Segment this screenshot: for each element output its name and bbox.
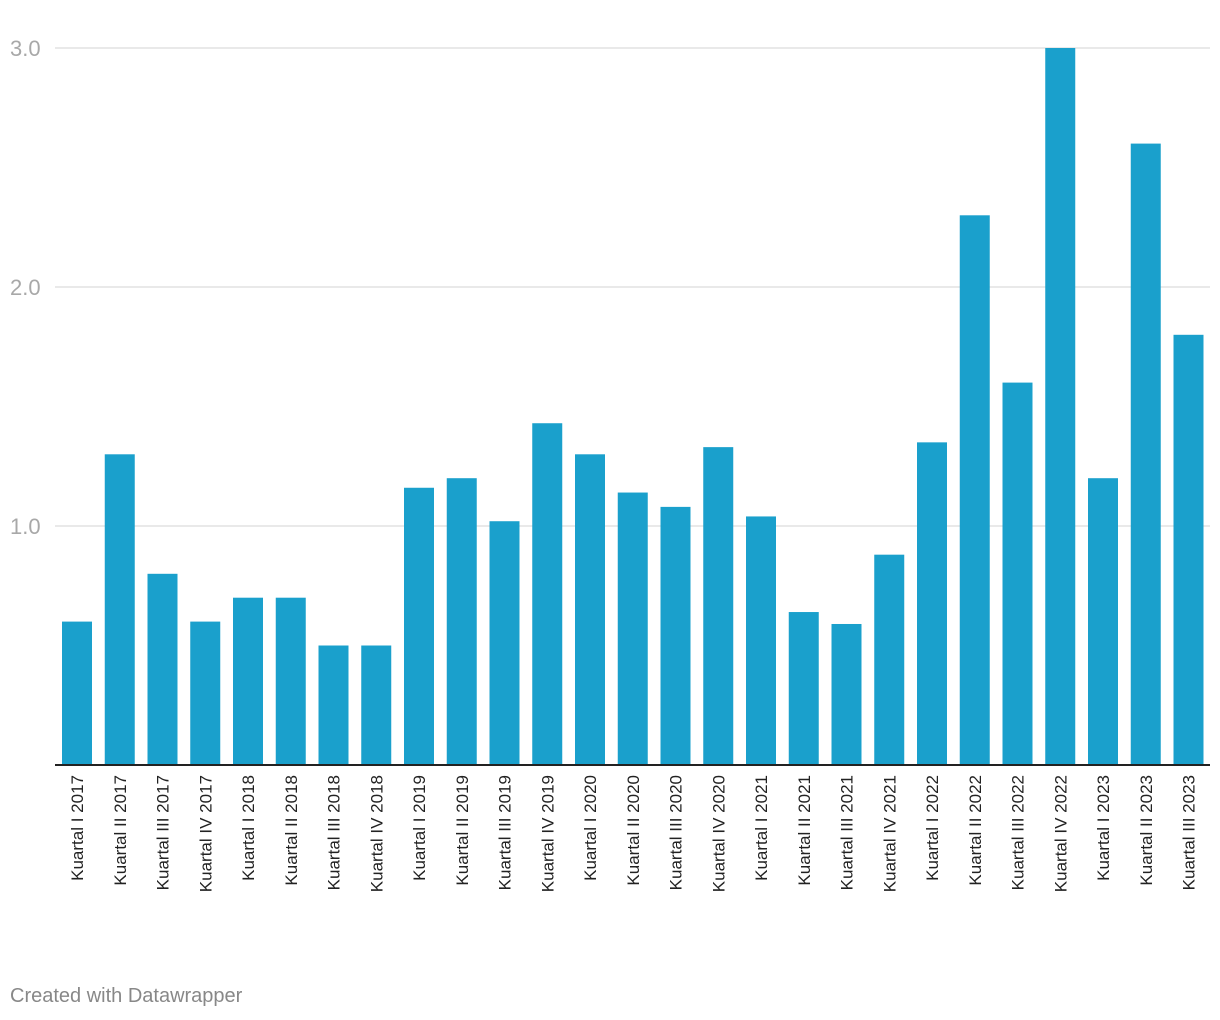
y-tick-label: 2.0 [10, 275, 41, 300]
y-axis-ticks: 1.0 2.0 3.0 [10, 36, 41, 539]
y-tick-label: 3.0 [10, 36, 41, 61]
bar [104, 454, 135, 765]
bar [446, 478, 477, 765]
x-tick-label: Kuartal III 2022 [1009, 775, 1028, 890]
x-tick-label: Kuartal I 2022 [923, 775, 942, 881]
y-tick-label: 1.0 [10, 514, 41, 539]
bar-chart: 1.02.03.0 Kuartal I 2017 Kuartal II 2017 K… [10, 36, 1210, 892]
footer-credit: Created with Datawrapper [10, 985, 243, 1007]
x-tick-label: Kuartal III 2020 [667, 775, 686, 890]
bar [917, 442, 947, 765]
bar [404, 487, 434, 765]
x-tick-label: Kuartal IV 2021 [880, 775, 899, 892]
bar [1173, 334, 1204, 765]
x-tick-label: Kuartal II 2017 [111, 775, 130, 886]
x-tick-label: Kuartal I 2023 [1094, 775, 1113, 881]
x-tick-label: Kuartal III 2018 [325, 775, 344, 890]
x-tick-label: Kuartal III 2021 [838, 775, 857, 890]
x-tick-label: Kuartal II 2021 [795, 775, 814, 886]
bar [532, 423, 563, 765]
bar [703, 447, 734, 765]
bar [1045, 48, 1076, 765]
bar [275, 597, 306, 765]
x-tick-label: Kuartal IV 2020 [709, 775, 728, 892]
x-tick-label: Kuartal IV 2022 [1051, 775, 1070, 892]
bar [874, 554, 905, 765]
x-tick-label: Kuartal II 2018 [282, 775, 301, 886]
x-tick-label: Kuartal II 2020 [624, 775, 643, 886]
bars [62, 48, 1204, 766]
bar [318, 645, 349, 765]
bar [831, 623, 862, 765]
x-tick-label: Kuartal II 2022 [966, 775, 985, 886]
bar [660, 506, 691, 765]
x-axis-ticks: Kuartal I 2017 Kuartal II 2017 Kuartal III… [68, 775, 1199, 892]
bar [361, 645, 392, 765]
x-tick-label: Kuartal I 2020 [581, 775, 600, 881]
x-tick-label: Kuartal I 2021 [752, 775, 771, 881]
bar [1088, 478, 1118, 765]
x-tick-label: Kuartal I 2018 [239, 775, 258, 881]
x-tick-label: Kuartal III 2023 [1180, 775, 1199, 890]
x-tick-label: Kuartal II 2019 [453, 775, 472, 886]
bar [746, 516, 776, 765]
bar [1002, 382, 1033, 765]
bar [233, 597, 263, 765]
gridlines [55, 47, 1210, 527]
bar [147, 573, 178, 765]
bar [190, 621, 221, 765]
bar [62, 621, 92, 765]
bar [959, 215, 990, 766]
bar [1130, 143, 1161, 766]
x-tick-label: Kuartal I 2017 [68, 775, 87, 881]
bar [489, 521, 520, 765]
x-tick-label: Kuartal III 2019 [496, 775, 515, 890]
x-tick-label: Kuartal II 2023 [1137, 775, 1156, 886]
x-tick-label: Kuartal IV 2017 [196, 775, 215, 892]
bar [575, 454, 605, 765]
x-tick-label: Kuartal I 2019 [410, 775, 429, 881]
x-tick-label: Kuartal IV 2019 [538, 775, 557, 892]
x-tick-label: Kuartal IV 2018 [367, 775, 386, 892]
bar [617, 492, 648, 765]
bar [788, 612, 819, 765]
x-tick-label: Kuartal III 2017 [154, 775, 173, 890]
